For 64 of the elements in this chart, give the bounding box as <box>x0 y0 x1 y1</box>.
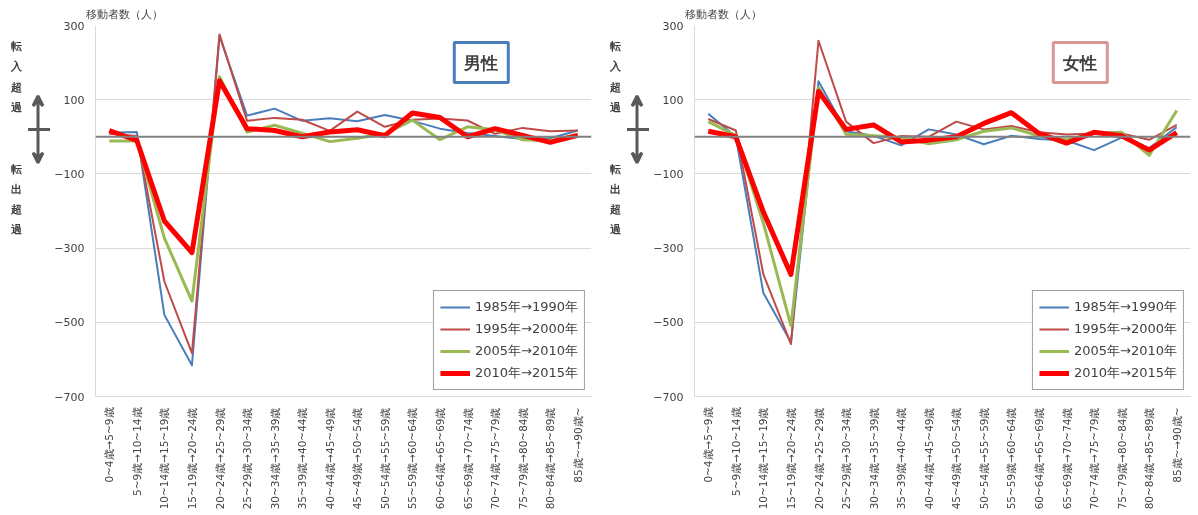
legend-label: 2005年→2010年 <box>474 342 578 360</box>
x-tick-label: 25~29歳→30~34歳 <box>840 407 853 510</box>
y-tick-label: 300 <box>662 19 684 33</box>
legend-label: 2010年→2015年 <box>1073 364 1177 382</box>
text: 女性 <box>1062 52 1098 73</box>
x-tick-label: 20~24歳→25~29歳 <box>213 407 226 510</box>
legend-label: 1985年→1990年 <box>1073 298 1177 316</box>
x-tick-label: 20~24歳→25~29歳 <box>812 407 825 510</box>
legend-label: 2010年→2015年 <box>474 364 578 382</box>
y-tick-label: −700 <box>54 390 85 404</box>
legend-label: 1995年→2000年 <box>474 320 578 338</box>
y-tick-label: −300 <box>54 242 85 256</box>
x-tick-label: 40~44歳→45~49歳 <box>323 407 336 510</box>
x-tick-label: 50~54歳→55~59歳 <box>378 407 391 510</box>
x-tick-label: 85歳~→90歳~ <box>571 407 584 483</box>
x-tick-label: 55~59歳→60~64歳 <box>406 407 419 510</box>
x-tick-label: 10~14歳→15~19歳 <box>757 407 770 510</box>
y-tick-label: 300 <box>63 19 85 33</box>
x-tick-label: 60~64歳→65~69歳 <box>1032 407 1045 510</box>
text: 転出超過 <box>10 162 23 237</box>
x-tick-label: 65~69歳→70~74歳 <box>461 407 474 510</box>
x-tick-label: 45~49歳→50~54歳 <box>351 407 364 510</box>
y-tick-label: −100 <box>54 167 85 181</box>
x-tick-label: 40~44歳→45~49歳 <box>922 407 935 510</box>
y-tick-label: 100 <box>63 93 85 107</box>
text: 男性 <box>463 52 499 73</box>
legend-label: 1995年→2000年 <box>1073 320 1177 338</box>
text: 転入超過 <box>609 40 622 114</box>
x-tick-label: 0~4歳→5~9歳 <box>103 407 116 483</box>
x-tick-label: 0~4歳→5~9歳 <box>702 407 715 483</box>
x-tick-label: 60~64歳→65~69歳 <box>433 407 446 510</box>
y-axis-title: 移動者数（人） <box>85 7 163 21</box>
x-tick-label: 5~9歳→10~14歳 <box>729 407 742 496</box>
x-tick-label: 50~54歳→55~59歳 <box>977 407 990 510</box>
x-tick-label: 10~14歳→15~19歳 <box>158 407 171 510</box>
x-tick-label: 85歳~→90歳~ <box>1170 407 1183 483</box>
x-tick-label: 30~34歳→35~39歳 <box>268 407 281 510</box>
x-tick-label: 55~59歳→60~64歳 <box>1005 407 1018 510</box>
x-tick-label: 30~34歳→35~39歳 <box>867 407 880 510</box>
text: 転出超過 <box>609 162 622 237</box>
x-tick-label: 70~74歳→75~79歳 <box>1088 407 1101 510</box>
x-tick-label: 65~69歳→70~74歳 <box>1060 407 1073 510</box>
x-tick-label: 15~19歳→20~24歳 <box>185 407 198 510</box>
x-tick-label: 80~84歳→85~89歳 <box>1143 407 1156 510</box>
x-tick-label: 80~84歳→85~89歳 <box>544 407 557 510</box>
x-tick-label: 75~79歳→80~84歳 <box>516 407 529 510</box>
y-tick-label: −700 <box>653 390 684 404</box>
legend-label: 1985年→1990年 <box>474 298 578 316</box>
x-tick-label: 15~19歳→20~24歳 <box>784 407 797 510</box>
y-tick-label: −300 <box>653 242 684 256</box>
y-axis-title: 移動者数（人） <box>684 7 762 21</box>
legend-label: 2005年→2010年 <box>1073 342 1177 360</box>
y-tick-label: −500 <box>653 316 684 330</box>
text: 転入超過 <box>10 40 23 114</box>
x-tick-label: 75~79歳→80~84歳 <box>1115 407 1128 510</box>
x-tick-label: 35~39歳→40~44歳 <box>895 407 908 510</box>
x-tick-label: 25~29歳→30~34歳 <box>241 407 254 510</box>
y-tick-label: −500 <box>54 316 85 330</box>
y-tick-label: −100 <box>653 167 684 181</box>
y-tick-label: 100 <box>662 93 684 107</box>
x-tick-label: 45~49歳→50~54歳 <box>950 407 963 510</box>
x-tick-label: 70~74歳→75~79歳 <box>489 407 502 510</box>
x-tick-label: 35~39歳→40~44歳 <box>296 407 309 510</box>
x-tick-label: 5~9歳→10~14歳 <box>130 407 143 496</box>
